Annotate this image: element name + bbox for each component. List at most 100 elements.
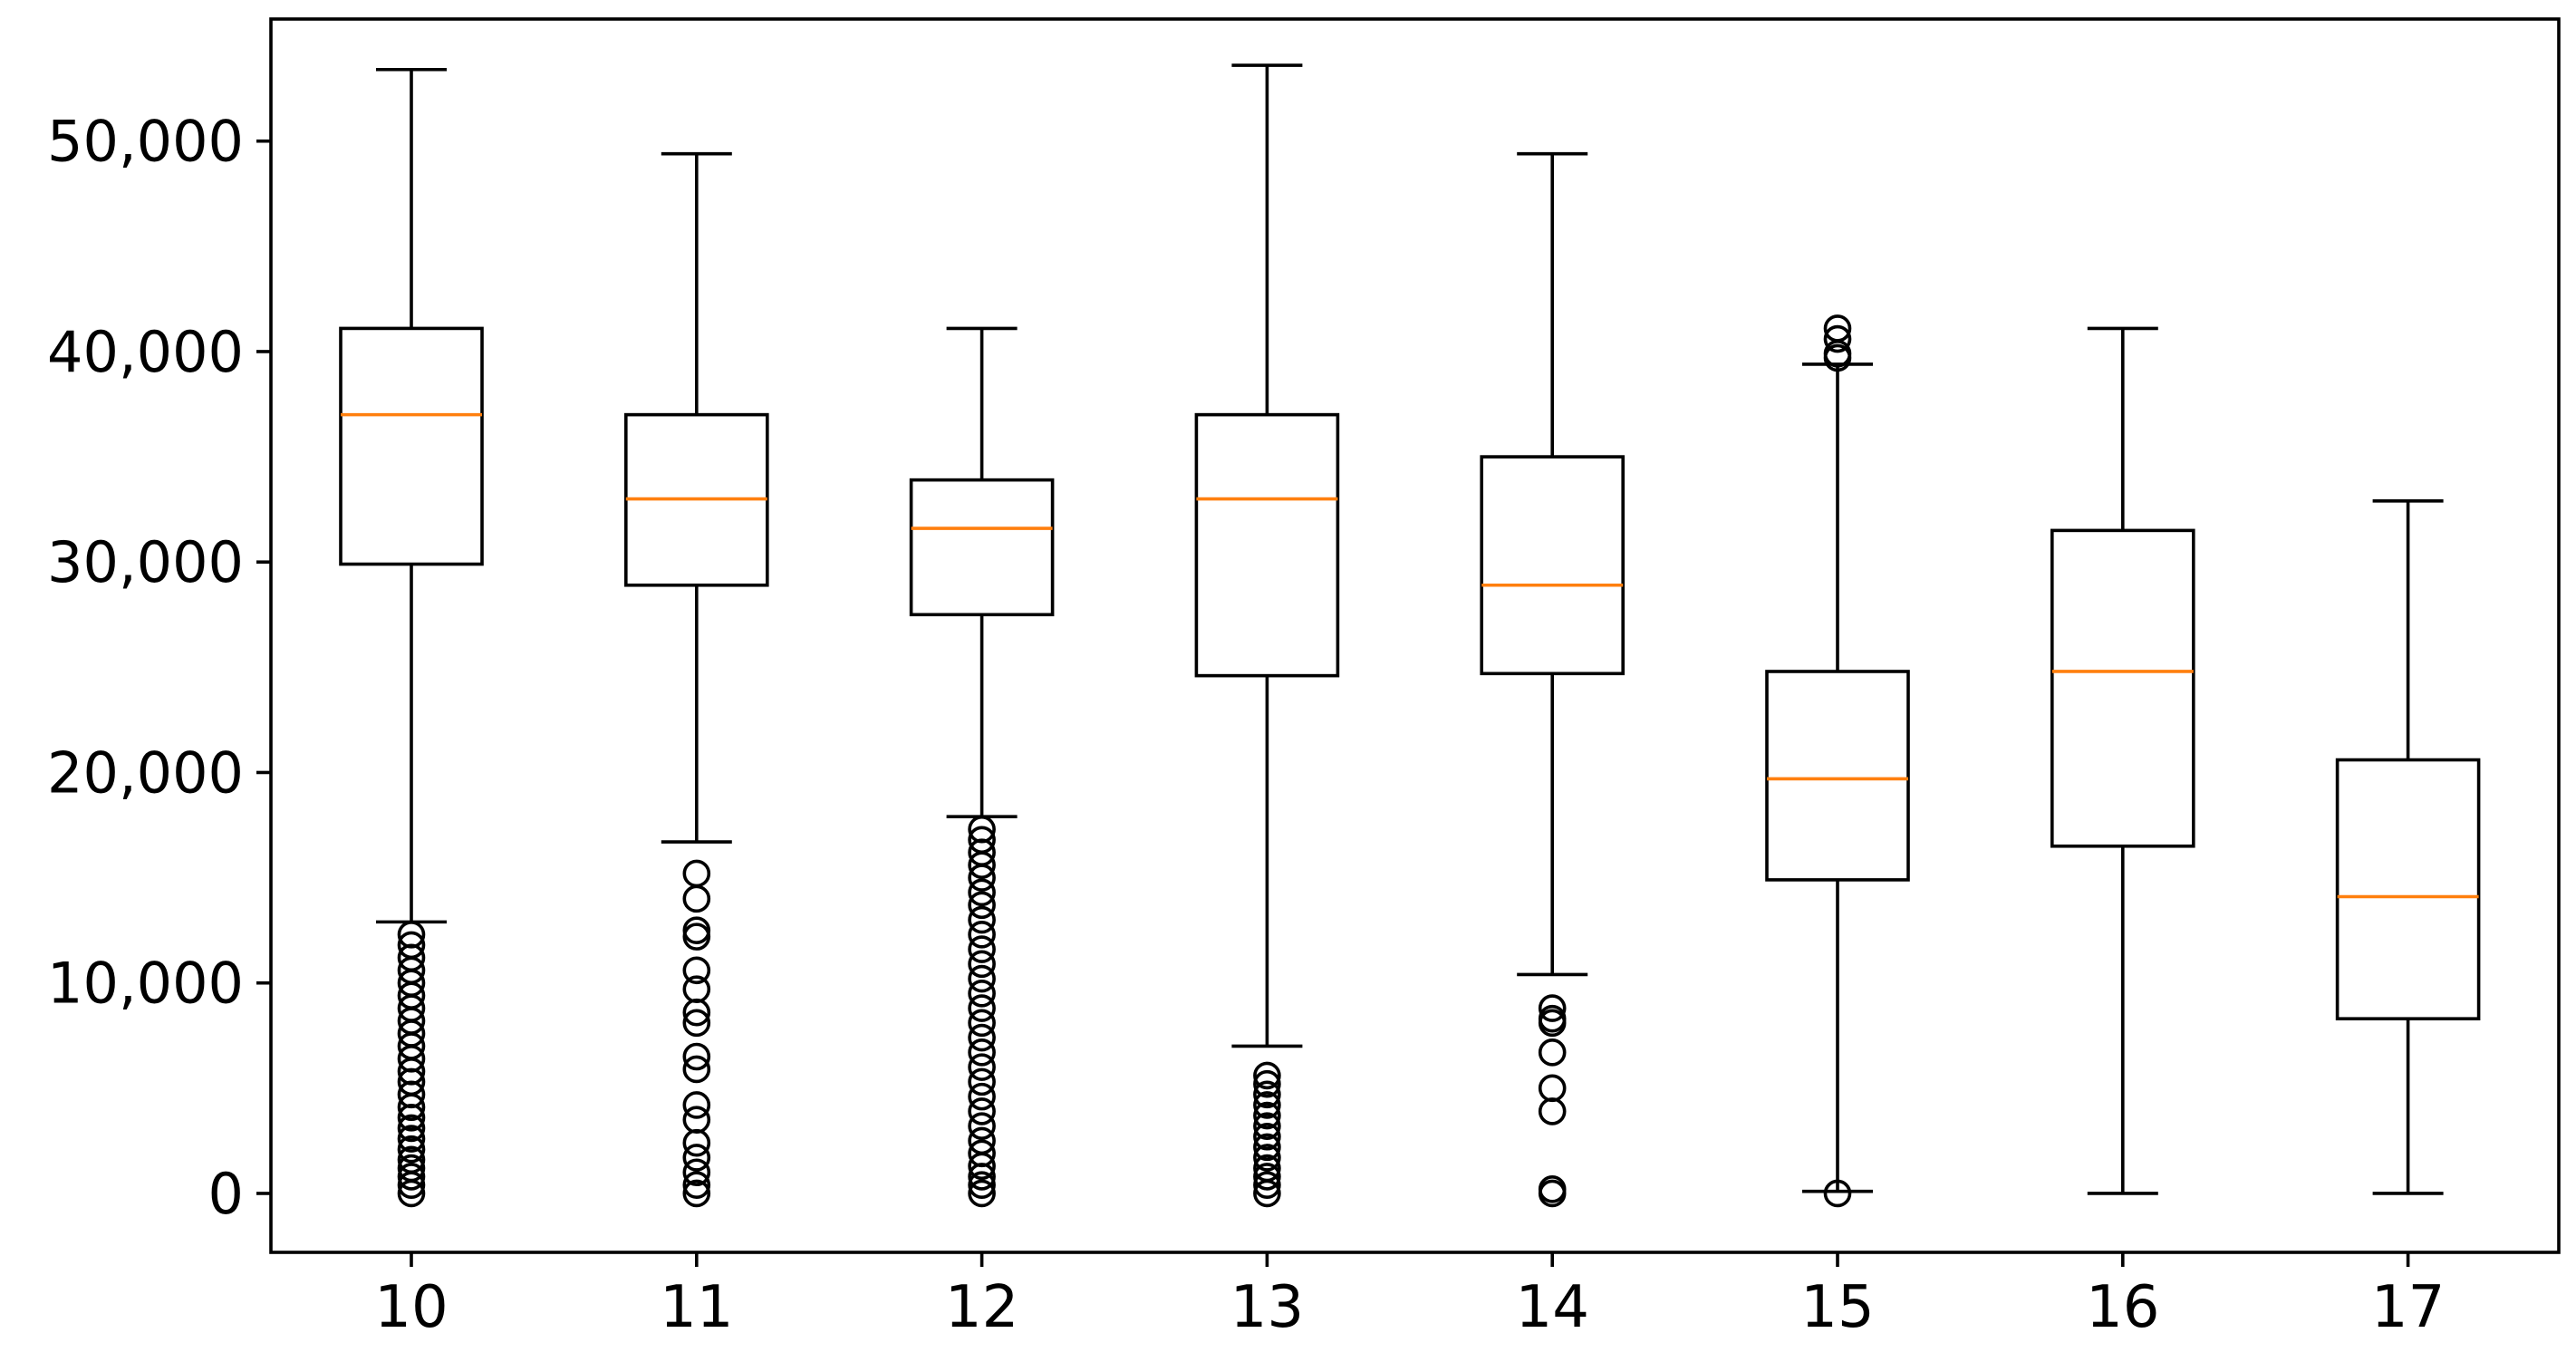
- plot-frame: [269, 17, 2561, 1254]
- outlier-point: [968, 864, 996, 892]
- x-tick-label: 17: [2371, 1274, 2445, 1341]
- box-iqr: [2050, 528, 2195, 848]
- outlier-point: [968, 1097, 996, 1125]
- x-tick-label: 11: [660, 1274, 733, 1341]
- outlier-point: [397, 1104, 426, 1132]
- y-tick-label: 10,000: [47, 951, 244, 1017]
- outlier-point: [1253, 1080, 1281, 1109]
- outlier-point: [397, 1171, 426, 1199]
- box-iqr: [909, 478, 1055, 617]
- outlier-point: [397, 1163, 426, 1191]
- outlier-point: [682, 975, 711, 1003]
- outlier-point: [682, 1009, 711, 1038]
- box-iqr: [2335, 758, 2481, 1020]
- outlier-point: [968, 980, 996, 1008]
- outlier-point: [682, 1055, 711, 1084]
- box-15: [1765, 314, 1910, 1208]
- outlier-point: [1823, 324, 1852, 353]
- outlier-point: [1538, 1074, 1567, 1103]
- x-tick-label: 15: [1800, 1274, 1874, 1341]
- outlier-point: [1538, 1179, 1567, 1208]
- outlier-point: [682, 884, 711, 913]
- outlier-point: [682, 956, 711, 985]
- box-12: [909, 326, 1055, 1208]
- outlier-point: [682, 1144, 711, 1172]
- outlier-point: [1538, 1097, 1567, 1125]
- outlier-point: [1253, 1091, 1281, 1119]
- outlier-point: [1253, 1101, 1281, 1130]
- outlier-point: [1253, 1133, 1281, 1162]
- x-tick-label: 16: [2086, 1274, 2159, 1341]
- y-tick-label: 30,000: [47, 529, 244, 595]
- plot-marks: [339, 63, 2481, 1208]
- outlier-point: [968, 964, 996, 993]
- outlier-point: [682, 1091, 711, 1119]
- outlier-point: [968, 1179, 996, 1208]
- outlier-point: [397, 1093, 426, 1122]
- outlier-point: [397, 1125, 426, 1153]
- outlier-point: [968, 1112, 996, 1140]
- outlier-point: [682, 1171, 711, 1199]
- outlier-point: [968, 1163, 996, 1191]
- outlier-point: [682, 922, 711, 951]
- outlier-point: [397, 1114, 426, 1143]
- axes-layer: 0 10,000 20,000 30,000 40,000 50,000 10 11 12 13 1…: [47, 17, 2561, 1341]
- outlier-point: [1253, 1061, 1281, 1090]
- outlier-point: [968, 1152, 996, 1181]
- outlier-point: [968, 935, 996, 963]
- outlier-point: [1823, 1179, 1852, 1208]
- outlier-point: [968, 1023, 996, 1052]
- y-tick-label: 50,000: [47, 109, 244, 175]
- box-10: [339, 67, 484, 1208]
- outlier-point: [968, 1171, 996, 1199]
- box-11: [623, 151, 769, 1208]
- box-16: [2050, 326, 2195, 1195]
- outlier-point: [682, 1042, 711, 1071]
- outlier-point: [682, 859, 711, 888]
- outlier-point: [968, 878, 996, 907]
- outlier-point: [968, 851, 996, 879]
- outlier-point: [968, 994, 996, 1022]
- outlier-point: [968, 1067, 996, 1096]
- outlier-point: [968, 1009, 996, 1038]
- outlier-point: [1253, 1122, 1281, 1151]
- outlier-point: [1253, 1179, 1281, 1208]
- box-iqr: [1480, 455, 1625, 676]
- outlier-point: [968, 905, 996, 934]
- outlier-point: [1253, 1069, 1281, 1098]
- outlier-point: [1253, 1144, 1281, 1172]
- outlier-point: [1538, 1038, 1567, 1067]
- outlier-point: [968, 891, 996, 920]
- outlier-point: [397, 1135, 426, 1164]
- outlier-point: [1253, 1171, 1281, 1199]
- x-tick-label: 10: [374, 1274, 448, 1341]
- outlier-point: [968, 950, 996, 979]
- y-tick-label: 20,000: [47, 739, 244, 806]
- outlier-point: [968, 1082, 996, 1111]
- y-tick-label: 40,000: [47, 319, 244, 385]
- y-tick-label: 0: [208, 1161, 244, 1227]
- outlier-point: [968, 1038, 996, 1067]
- box-iqr: [339, 326, 484, 566]
- box-14: [1480, 151, 1625, 1208]
- outlier-point: [1253, 1112, 1281, 1140]
- box-iqr: [1194, 412, 1340, 678]
- outlier-point: [682, 1158, 711, 1187]
- box-13: [1194, 63, 1340, 1208]
- outlier-point: [1538, 994, 1567, 1022]
- box-iqr: [1765, 670, 1910, 882]
- x-tick-label: 13: [1230, 1274, 1304, 1341]
- x-tick-label: 14: [1515, 1274, 1588, 1341]
- outlier-point: [968, 1053, 996, 1081]
- outlier-point: [682, 1179, 711, 1208]
- outlier-point: [968, 920, 996, 949]
- outlier-point: [682, 1106, 711, 1134]
- outlier-point: [682, 1128, 711, 1157]
- box-17: [2335, 499, 2481, 1195]
- outlier-point: [1823, 343, 1852, 372]
- x-tick-label: 12: [945, 1274, 1018, 1341]
- outlier-point: [1253, 1163, 1281, 1191]
- outlier-point: [1538, 1009, 1567, 1038]
